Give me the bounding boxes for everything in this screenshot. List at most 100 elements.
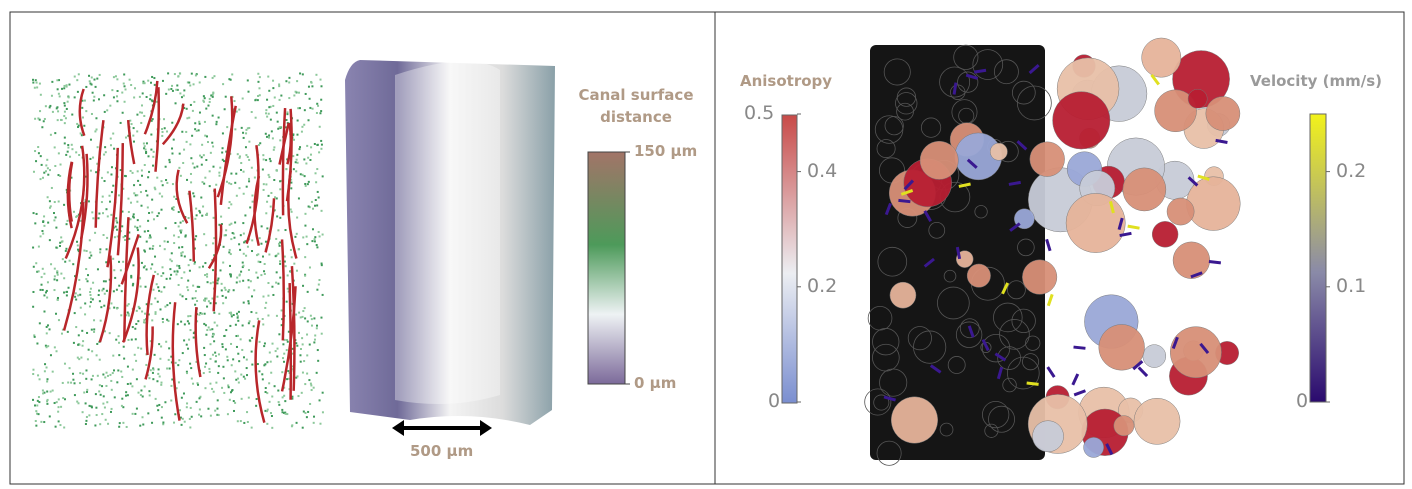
dot — [229, 265, 231, 267]
dot — [215, 123, 217, 125]
dot — [221, 283, 223, 285]
dot — [286, 119, 288, 121]
dot — [242, 132, 244, 134]
dot — [310, 315, 312, 317]
dot — [180, 175, 182, 177]
dot — [151, 76, 153, 78]
dot — [237, 317, 239, 319]
dot — [188, 117, 190, 119]
dot — [276, 356, 278, 358]
dot — [152, 248, 154, 250]
dot — [72, 373, 74, 375]
dot — [171, 147, 173, 149]
dot — [310, 154, 312, 156]
dot — [287, 274, 289, 276]
dot — [228, 78, 230, 80]
dot — [110, 411, 112, 413]
dot — [81, 330, 83, 332]
dot — [46, 159, 48, 161]
dot — [182, 418, 184, 420]
velocity-arrow — [1027, 383, 1039, 384]
dot — [270, 192, 272, 194]
dot — [268, 137, 270, 139]
dot — [309, 344, 311, 346]
dot — [304, 383, 306, 385]
dot — [189, 363, 191, 365]
dot — [61, 333, 63, 335]
dot — [292, 155, 294, 157]
dot — [178, 247, 180, 249]
dot — [263, 189, 265, 191]
dot — [134, 87, 136, 89]
dot — [43, 273, 45, 275]
dot — [296, 270, 298, 272]
dot — [299, 146, 301, 148]
dot — [189, 143, 191, 145]
dot — [75, 299, 77, 301]
dot — [281, 411, 283, 413]
dot — [32, 399, 34, 401]
dot — [307, 183, 309, 185]
dot — [198, 414, 200, 416]
dot — [43, 120, 45, 122]
dot — [313, 387, 315, 389]
dot — [303, 411, 305, 413]
dot — [278, 404, 280, 406]
dot — [142, 92, 144, 94]
dot — [211, 388, 213, 390]
dot — [183, 339, 185, 341]
sphere — [1030, 142, 1065, 177]
dot — [150, 303, 152, 305]
dot — [76, 401, 78, 403]
dot — [303, 360, 305, 362]
dot — [55, 426, 57, 428]
dot — [199, 112, 201, 114]
dot — [77, 244, 79, 246]
dot — [316, 325, 318, 327]
dot — [301, 392, 303, 394]
dot — [188, 323, 190, 325]
dot — [35, 410, 37, 412]
dot — [178, 225, 180, 227]
dot — [268, 382, 270, 384]
dot — [268, 106, 270, 108]
dot — [263, 183, 265, 185]
dot — [237, 420, 239, 422]
dot — [104, 293, 106, 295]
dot — [302, 343, 304, 345]
dot — [88, 200, 90, 202]
dot — [67, 331, 69, 333]
dot — [230, 203, 232, 205]
sphere — [1084, 437, 1104, 457]
dot — [166, 304, 168, 306]
dot — [281, 309, 283, 311]
dot — [300, 316, 302, 318]
dot — [271, 427, 273, 429]
dot — [145, 190, 147, 192]
dot — [116, 100, 118, 102]
dot — [247, 421, 249, 423]
dot — [222, 132, 224, 134]
dot — [285, 80, 287, 82]
dot — [302, 285, 304, 287]
dot — [36, 82, 38, 84]
dot — [148, 390, 150, 392]
dot — [148, 155, 150, 157]
dot — [306, 236, 308, 238]
dot — [106, 109, 108, 111]
dot — [164, 306, 166, 308]
dot — [186, 406, 188, 408]
dot — [65, 250, 67, 252]
dot — [149, 394, 151, 396]
dot — [50, 354, 52, 356]
dot — [85, 268, 87, 270]
dot — [176, 273, 178, 275]
dot — [64, 142, 66, 144]
dot — [275, 238, 277, 240]
sphere — [890, 282, 916, 308]
dot — [282, 357, 284, 359]
dot — [169, 278, 171, 280]
dot — [283, 353, 285, 355]
dot — [274, 385, 276, 387]
dot — [85, 423, 87, 425]
